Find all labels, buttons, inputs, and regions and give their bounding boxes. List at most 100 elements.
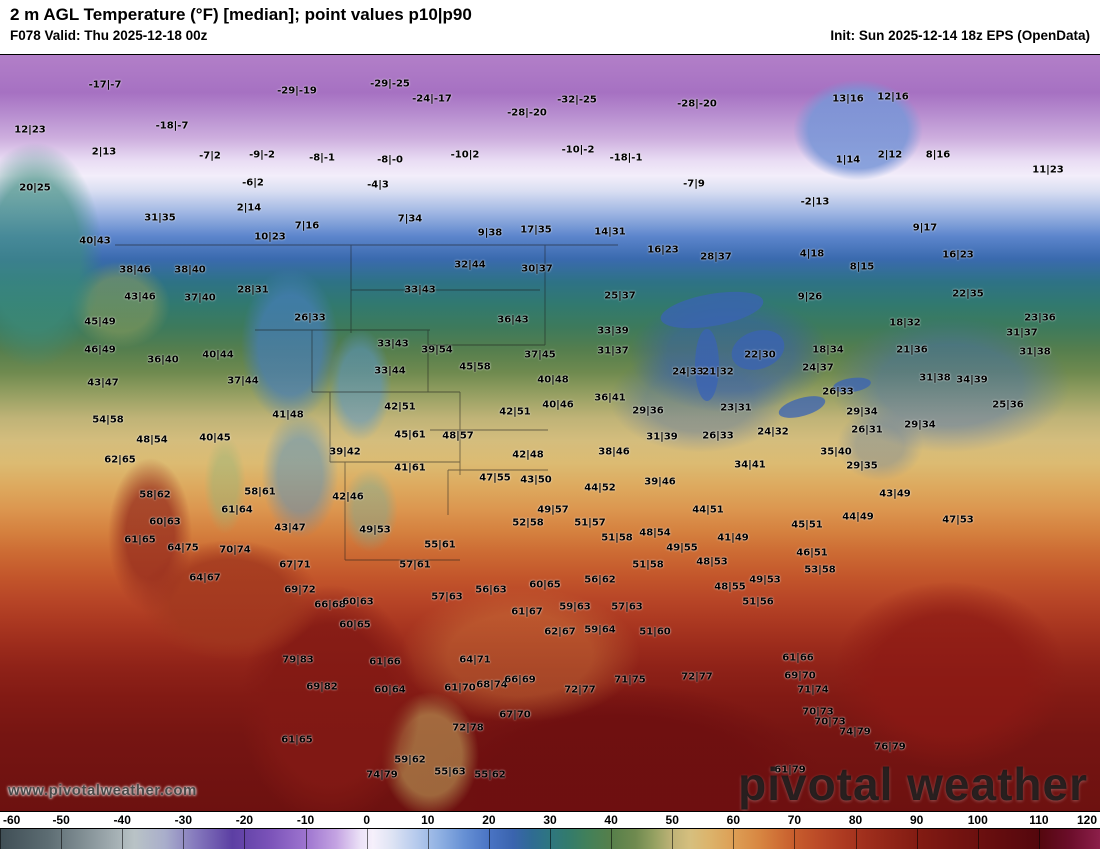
station-value: 79|83 — [282, 654, 314, 666]
station-value: 24|33 — [672, 366, 704, 378]
station-value: 43|47 — [274, 522, 306, 534]
temperature-field — [0, 55, 1100, 811]
colorbar-tick-label: 40 — [604, 813, 618, 827]
station-value: 44|52 — [584, 482, 616, 494]
colorbar-tick-mark — [488, 829, 490, 849]
colorbar-tick-mark — [122, 829, 124, 849]
station-value: 36|43 — [497, 314, 529, 326]
station-value: -7|9 — [683, 178, 705, 190]
station-value: -8|-1 — [309, 152, 335, 164]
station-value: 37|45 — [524, 349, 556, 361]
station-value: 18|34 — [812, 344, 844, 356]
station-value: 2|13 — [91, 146, 117, 158]
station-value: 16|23 — [942, 249, 974, 261]
station-value: 43|46 — [124, 291, 156, 303]
station-value: 9|38 — [477, 227, 503, 239]
station-value: 34|41 — [734, 459, 766, 471]
station-value: 49|53 — [359, 524, 391, 536]
station-value: 70|74 — [219, 544, 251, 556]
station-value: 2|14 — [236, 202, 262, 214]
station-value: 29|34 — [846, 406, 878, 418]
station-value: -28|-20 — [677, 98, 717, 110]
station-value: 22|35 — [952, 288, 984, 300]
map-header: 2 m AGL Temperature (°F) [median]; point… — [0, 0, 1100, 54]
station-value: 4|18 — [799, 248, 825, 260]
station-value: -29|-19 — [277, 85, 317, 97]
station-value: 59|62 — [394, 754, 426, 766]
station-value: 21|36 — [896, 344, 928, 356]
station-value: 34|39 — [956, 374, 988, 386]
station-value: 41|49 — [717, 532, 749, 544]
colorbar-tick-label: 30 — [543, 813, 557, 827]
station-value: 45|49 — [84, 316, 116, 328]
station-value: 39|42 — [329, 446, 361, 458]
station-value: 55|61 — [424, 539, 456, 551]
station-value: 61|67 — [511, 606, 543, 618]
station-value: 43|49 — [879, 488, 911, 500]
station-value: 55|63 — [434, 766, 466, 778]
station-value: 18|32 — [889, 317, 921, 329]
station-value: 1|14 — [835, 154, 861, 166]
station-value: 2|12 — [877, 149, 903, 161]
station-value: 64|67 — [189, 572, 221, 584]
colorbar-tick-mark — [550, 829, 551, 849]
station-value: 21|32 — [702, 366, 734, 378]
station-value: 64|71 — [459, 654, 491, 666]
station-value: 42|46 — [332, 491, 364, 503]
station-value: 47|53 — [942, 514, 974, 526]
station-value: 37|40 — [184, 292, 216, 304]
station-value: 45|58 — [459, 361, 491, 373]
colorbar-tick-label: 90 — [909, 813, 924, 827]
station-value: 29|34 — [904, 419, 936, 431]
station-value: 38|46 — [119, 264, 151, 276]
station-value: 31|37 — [1006, 327, 1038, 339]
colorbar-tick-mark — [305, 829, 307, 849]
station-value: 61|65 — [124, 534, 156, 546]
colorbar-tick-label: 70 — [787, 813, 802, 827]
station-value: 41|61 — [394, 462, 426, 474]
station-value: 51|57 — [574, 517, 606, 529]
weather-map[interactable]: -17|-7 -29|-19 -29|-25 -24|-17 -28|-20 -32|-2… — [0, 54, 1100, 812]
station-value: 40|48 — [537, 374, 569, 386]
station-value: 56|62 — [584, 574, 616, 586]
station-value: 46|51 — [796, 547, 828, 559]
station-value: 26|33 — [702, 430, 734, 442]
station-value: 20|25 — [19, 182, 51, 194]
station-value: 17|35 — [520, 224, 552, 236]
station-value: 30|37 — [521, 263, 553, 275]
station-value: -18|-1 — [609, 152, 643, 164]
station-value: 70|73 — [802, 706, 834, 718]
station-value: 40|43 — [79, 235, 111, 247]
colorbar-tick-label: -40 — [113, 813, 131, 827]
station-value: 76|79 — [874, 741, 906, 753]
station-value: 7|16 — [294, 220, 320, 232]
station-value: 61|64 — [221, 504, 253, 516]
station-value: 43|50 — [520, 474, 552, 486]
station-value: 23|31 — [720, 402, 752, 414]
station-value: 39|54 — [421, 344, 453, 356]
station-value: 42|48 — [512, 449, 544, 461]
colorbar-tick-mark — [244, 829, 246, 849]
station-value: 54|58 — [92, 414, 124, 426]
temperature-scale: -60 -50 -40 -30 -20 -10 0 10 20 30 40 50 60 70 80 90 100… — [0, 812, 1100, 849]
station-value: 45|61 — [394, 429, 426, 441]
colorbar-tick-mark — [916, 829, 918, 849]
station-value: -29|-25 — [370, 78, 410, 90]
station-value: 44|51 — [692, 504, 724, 516]
station-value: -28|-20 — [507, 107, 547, 119]
station-value: 66|68 — [314, 599, 346, 611]
station-value: 69|82 — [306, 681, 338, 693]
station-value: -10|-2 — [561, 144, 595, 156]
colorbar-tick-label: -60 — [3, 813, 21, 827]
station-value: 57|63 — [431, 591, 463, 603]
station-value: 7|34 — [397, 213, 423, 225]
station-value: -4|3 — [367, 179, 389, 191]
brand-watermark: pivotal weather — [738, 758, 1088, 810]
colorbar-tick-label: 0 — [363, 813, 370, 827]
station-value: -9|-2 — [249, 149, 275, 161]
station-value: 58|62 — [139, 489, 171, 501]
station-value: 31|35 — [144, 212, 176, 224]
station-value: 61|66 — [782, 652, 814, 664]
colorbar-tick-label: -20 — [235, 813, 254, 827]
station-value: 33|43 — [377, 338, 409, 350]
